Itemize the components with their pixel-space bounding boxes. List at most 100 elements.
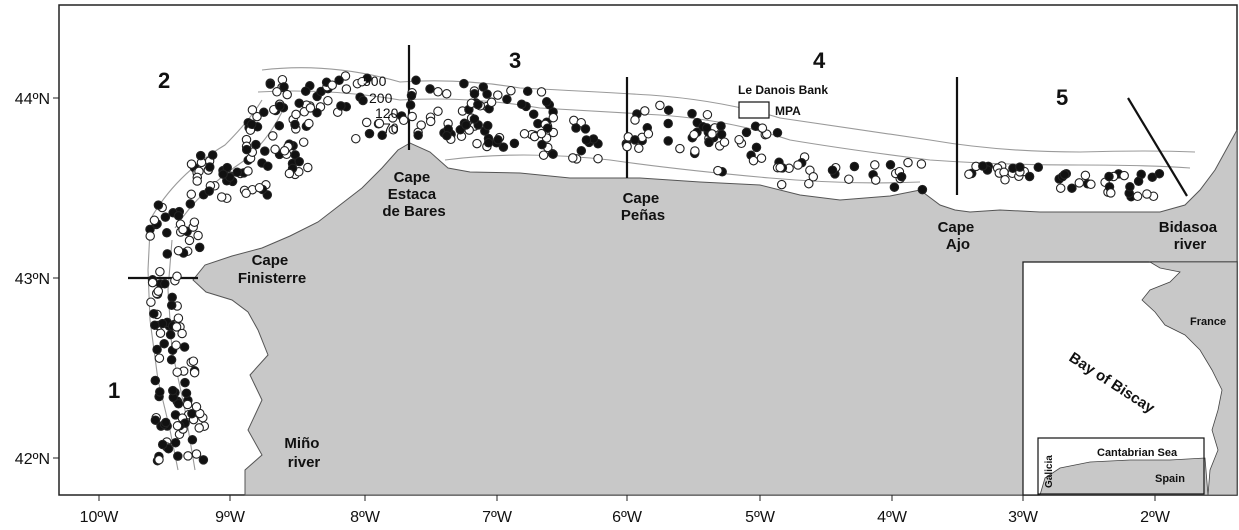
- station-open-dot: [155, 266, 165, 277]
- station-open-dot: [172, 421, 183, 431]
- station-open-dot: [171, 340, 181, 350]
- station-open-dot: [153, 286, 164, 296]
- legend-title: Le Danois Bank: [738, 83, 828, 97]
- station-open-dot: [177, 328, 187, 339]
- station-open-dot: [519, 129, 530, 139]
- label-cape-penas: Cape Peñas: [621, 190, 665, 224]
- divider-5-east: [1127, 97, 1188, 197]
- station-open-dot: [173, 313, 184, 323]
- station-filled-dot: [155, 387, 165, 397]
- station-filled-dot: [294, 156, 304, 167]
- station-open-dot: [964, 169, 974, 180]
- station-filled-dot: [377, 130, 387, 141]
- station-open-dot: [303, 162, 313, 173]
- station-filled-dot: [279, 82, 289, 92]
- station-open-dot: [593, 153, 603, 164]
- station-filled-dot: [1154, 168, 1165, 179]
- depth-label-500: 500: [363, 73, 387, 89]
- station-filled-dot: [663, 118, 673, 129]
- station-open-dot: [155, 328, 166, 338]
- station-open-dot: [870, 175, 881, 185]
- lon-tick: 8ºW: [350, 509, 381, 526]
- station-filled-dot: [358, 95, 368, 106]
- station-filled-dot: [522, 86, 533, 97]
- station-filled-dot: [528, 109, 539, 119]
- station-open-dot: [191, 402, 202, 412]
- station-open-dot: [361, 117, 372, 128]
- station-open-dot: [268, 131, 278, 141]
- station-filled-dot: [537, 139, 547, 150]
- station-open-dot: [425, 116, 436, 127]
- station-filled-dot: [1104, 171, 1114, 182]
- station-filled-dot: [152, 344, 162, 355]
- station-filled-dot: [849, 161, 860, 172]
- station-open-dot: [675, 143, 685, 154]
- lat-tick: 44ºN: [15, 91, 50, 108]
- station-open-dot: [756, 153, 767, 163]
- station-filled-dot: [478, 82, 489, 92]
- station-filled-dot: [263, 161, 273, 171]
- station-open-dot: [252, 111, 262, 122]
- station-filled-dot: [580, 124, 591, 134]
- station-filled-dot: [483, 138, 494, 148]
- station-open-dot: [640, 106, 650, 116]
- inset-france-label: France: [1190, 316, 1226, 328]
- station-open-dot: [568, 153, 578, 163]
- station-filled-dot: [751, 142, 762, 153]
- station-filled-dot: [170, 437, 181, 448]
- station-filled-dot: [157, 439, 168, 450]
- station-filled-dot: [173, 451, 183, 461]
- station-open-dot: [719, 137, 730, 147]
- station-open-dot: [254, 182, 265, 193]
- station-filled-dot: [150, 320, 160, 330]
- station-open-dot: [388, 113, 398, 123]
- station-filled-dot: [704, 137, 714, 148]
- station-filled-dot: [222, 162, 232, 173]
- depth-label-70: 70: [383, 120, 399, 136]
- station-filled-dot: [1125, 182, 1135, 192]
- station-open-dot: [707, 129, 717, 139]
- station-open-dot: [241, 188, 251, 199]
- station-filled-dot: [150, 415, 161, 425]
- zone-label-1: 1: [108, 378, 120, 403]
- station-open-dot: [216, 192, 227, 202]
- station-filled-dot: [162, 249, 173, 259]
- station-filled-dot: [259, 107, 269, 118]
- station-filled-dot: [630, 135, 640, 145]
- station-open-dot: [171, 322, 182, 332]
- station-filled-dot: [161, 417, 171, 428]
- mpa-legend-swatch: [738, 101, 770, 119]
- station-filled-dot: [885, 160, 896, 170]
- zone-label-2: 2: [158, 68, 170, 93]
- station-open-dot: [282, 89, 292, 100]
- station-filled-dot: [571, 123, 581, 133]
- lat-tick: 42ºN: [15, 451, 50, 468]
- zone-label-4: 4: [813, 48, 826, 73]
- station-open-dot: [916, 159, 927, 169]
- station-open-dot: [690, 146, 700, 156]
- station-open-dot: [702, 109, 713, 120]
- station-open-dot: [194, 423, 204, 433]
- station-filled-dot: [473, 99, 483, 110]
- station-filled-dot: [516, 99, 527, 109]
- station-filled-dot: [149, 308, 159, 319]
- station-open-dot: [172, 367, 182, 377]
- station-open-dot: [776, 179, 787, 190]
- station-filled-dot: [150, 375, 161, 386]
- station-open-dot: [441, 89, 452, 99]
- station-open-dot: [172, 271, 182, 282]
- station-filled-dot: [1067, 183, 1077, 193]
- station-filled-dot: [542, 123, 553, 133]
- station-filled-dot: [978, 161, 988, 171]
- station-open-dot: [407, 111, 417, 122]
- station-filled-dot: [166, 355, 177, 365]
- depth-label-200: 200: [369, 90, 393, 106]
- station-filled-dot: [1015, 162, 1025, 172]
- station-open-dot: [304, 118, 314, 129]
- station-open-dot: [536, 128, 547, 139]
- station-filled-dot: [1059, 169, 1070, 180]
- station-filled-dot: [498, 142, 509, 152]
- station-open-dot: [630, 115, 640, 125]
- station-open-dot: [398, 115, 409, 126]
- station-filled-dot: [207, 150, 218, 160]
